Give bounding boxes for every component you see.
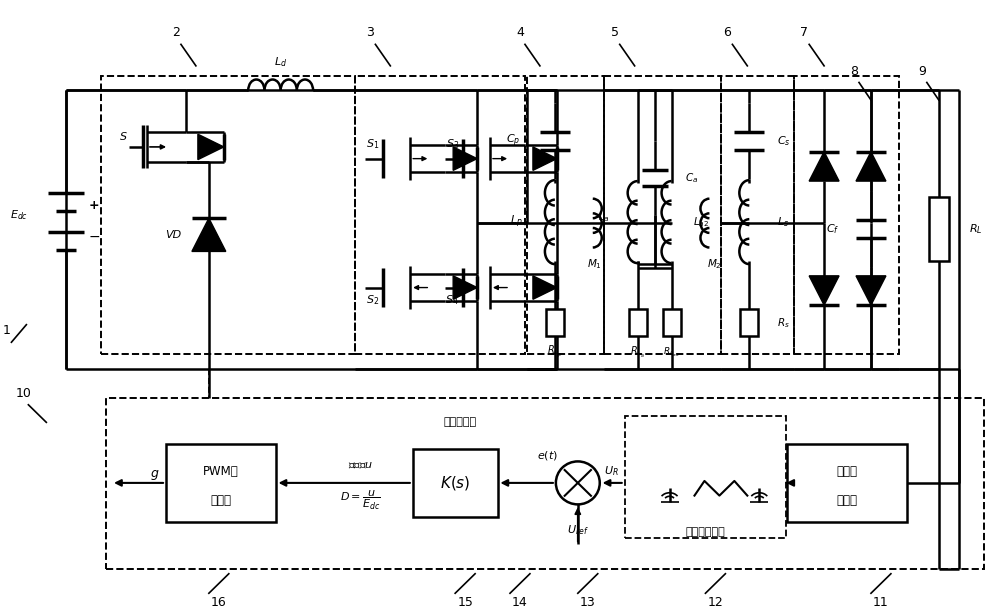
Text: 4: 4 bbox=[516, 26, 524, 40]
Text: 15: 15 bbox=[457, 596, 473, 609]
Text: 13: 13 bbox=[580, 596, 596, 609]
Text: $S_4$: $S_4$ bbox=[445, 293, 459, 307]
Text: $g$: $g$ bbox=[150, 468, 159, 482]
Text: $C_a$: $C_a$ bbox=[685, 171, 698, 185]
Text: 无线通信模块: 无线通信模块 bbox=[686, 527, 725, 536]
Text: 电压检: 电压检 bbox=[837, 465, 858, 478]
Text: 14: 14 bbox=[512, 596, 528, 609]
Bar bbox=[929, 197, 949, 261]
Text: 控制量$u$: 控制量$u$ bbox=[348, 460, 373, 470]
Polygon shape bbox=[856, 152, 886, 181]
Text: $R_{L_p}$: $R_{L_p}$ bbox=[547, 344, 563, 360]
Text: VD: VD bbox=[165, 230, 181, 240]
Polygon shape bbox=[198, 134, 224, 159]
Bar bbox=[101, 76, 355, 354]
Text: $D=\dfrac{u}{E_{dc}}$: $D=\dfrac{u}{E_{dc}}$ bbox=[340, 489, 381, 512]
Text: $L_d$: $L_d$ bbox=[274, 55, 287, 69]
Text: +: + bbox=[89, 199, 99, 212]
Text: 测模块: 测模块 bbox=[837, 494, 858, 507]
Text: 9: 9 bbox=[918, 65, 926, 78]
Text: 1: 1 bbox=[2, 324, 10, 337]
Bar bbox=[355, 76, 525, 354]
Text: $E_{dc}$: $E_{dc}$ bbox=[10, 208, 28, 222]
Text: $L_s$: $L_s$ bbox=[777, 215, 789, 229]
Text: 11: 11 bbox=[873, 596, 889, 609]
Polygon shape bbox=[809, 276, 839, 305]
Text: PWM驱: PWM驱 bbox=[203, 465, 239, 478]
Text: $K(s)$: $K(s)$ bbox=[440, 474, 470, 492]
Bar bbox=[166, 444, 276, 522]
Text: 动模块: 动模块 bbox=[210, 494, 231, 507]
Text: $R_s$: $R_s$ bbox=[777, 316, 790, 329]
Text: 3: 3 bbox=[366, 26, 374, 40]
Bar bbox=[721, 76, 794, 354]
Polygon shape bbox=[533, 276, 557, 299]
Text: $S_3$: $S_3$ bbox=[446, 137, 459, 151]
Bar bbox=[604, 76, 721, 354]
Bar bbox=[663, 309, 681, 337]
Text: 鲁棒控制器: 鲁棒控制器 bbox=[444, 417, 477, 427]
Text: $M_2$: $M_2$ bbox=[707, 257, 722, 271]
Text: 7: 7 bbox=[800, 26, 808, 40]
Text: 16: 16 bbox=[211, 596, 227, 609]
Text: $C_s$: $C_s$ bbox=[777, 134, 791, 148]
Polygon shape bbox=[533, 147, 557, 170]
Text: $U_{ref}$: $U_{ref}$ bbox=[567, 523, 589, 536]
Text: $L_{a2}$: $L_{a2}$ bbox=[693, 215, 710, 229]
Bar bbox=[629, 309, 647, 337]
Text: 10: 10 bbox=[15, 387, 31, 400]
Text: $L_a$: $L_a$ bbox=[598, 210, 610, 224]
Text: S: S bbox=[120, 132, 127, 142]
Text: $e(t)$: $e(t)$ bbox=[537, 449, 558, 462]
Polygon shape bbox=[809, 152, 839, 181]
Text: −: − bbox=[88, 230, 100, 244]
Text: $S_1$: $S_1$ bbox=[366, 137, 379, 151]
Bar bbox=[106, 398, 984, 569]
Polygon shape bbox=[856, 276, 886, 305]
Bar bbox=[625, 415, 786, 538]
Polygon shape bbox=[453, 276, 477, 299]
Text: 2: 2 bbox=[172, 26, 180, 40]
Text: 8: 8 bbox=[850, 65, 858, 78]
Bar bbox=[546, 309, 564, 337]
Text: $M_1$: $M_1$ bbox=[587, 257, 602, 271]
Text: 12: 12 bbox=[708, 596, 723, 609]
Bar bbox=[787, 444, 907, 522]
Polygon shape bbox=[192, 218, 226, 251]
Text: $S_2$: $S_2$ bbox=[366, 293, 379, 307]
Text: $U_R$: $U_R$ bbox=[604, 464, 619, 478]
Bar bbox=[527, 76, 604, 354]
Text: $R_{L_{a2}}$: $R_{L_{a2}}$ bbox=[663, 345, 680, 359]
Circle shape bbox=[556, 461, 600, 505]
Bar bbox=[413, 448, 498, 517]
Text: $R_L$: $R_L$ bbox=[969, 222, 982, 236]
Bar bbox=[740, 309, 758, 337]
Text: 5: 5 bbox=[611, 26, 619, 40]
Text: $C_f$: $C_f$ bbox=[826, 222, 839, 236]
Text: 6: 6 bbox=[723, 26, 731, 40]
Polygon shape bbox=[453, 147, 477, 170]
Text: $C_p$: $C_p$ bbox=[506, 133, 520, 149]
Text: $L_p$: $L_p$ bbox=[510, 214, 523, 230]
Text: $R_{L_a}$: $R_{L_a}$ bbox=[630, 345, 645, 359]
Bar bbox=[794, 76, 899, 354]
